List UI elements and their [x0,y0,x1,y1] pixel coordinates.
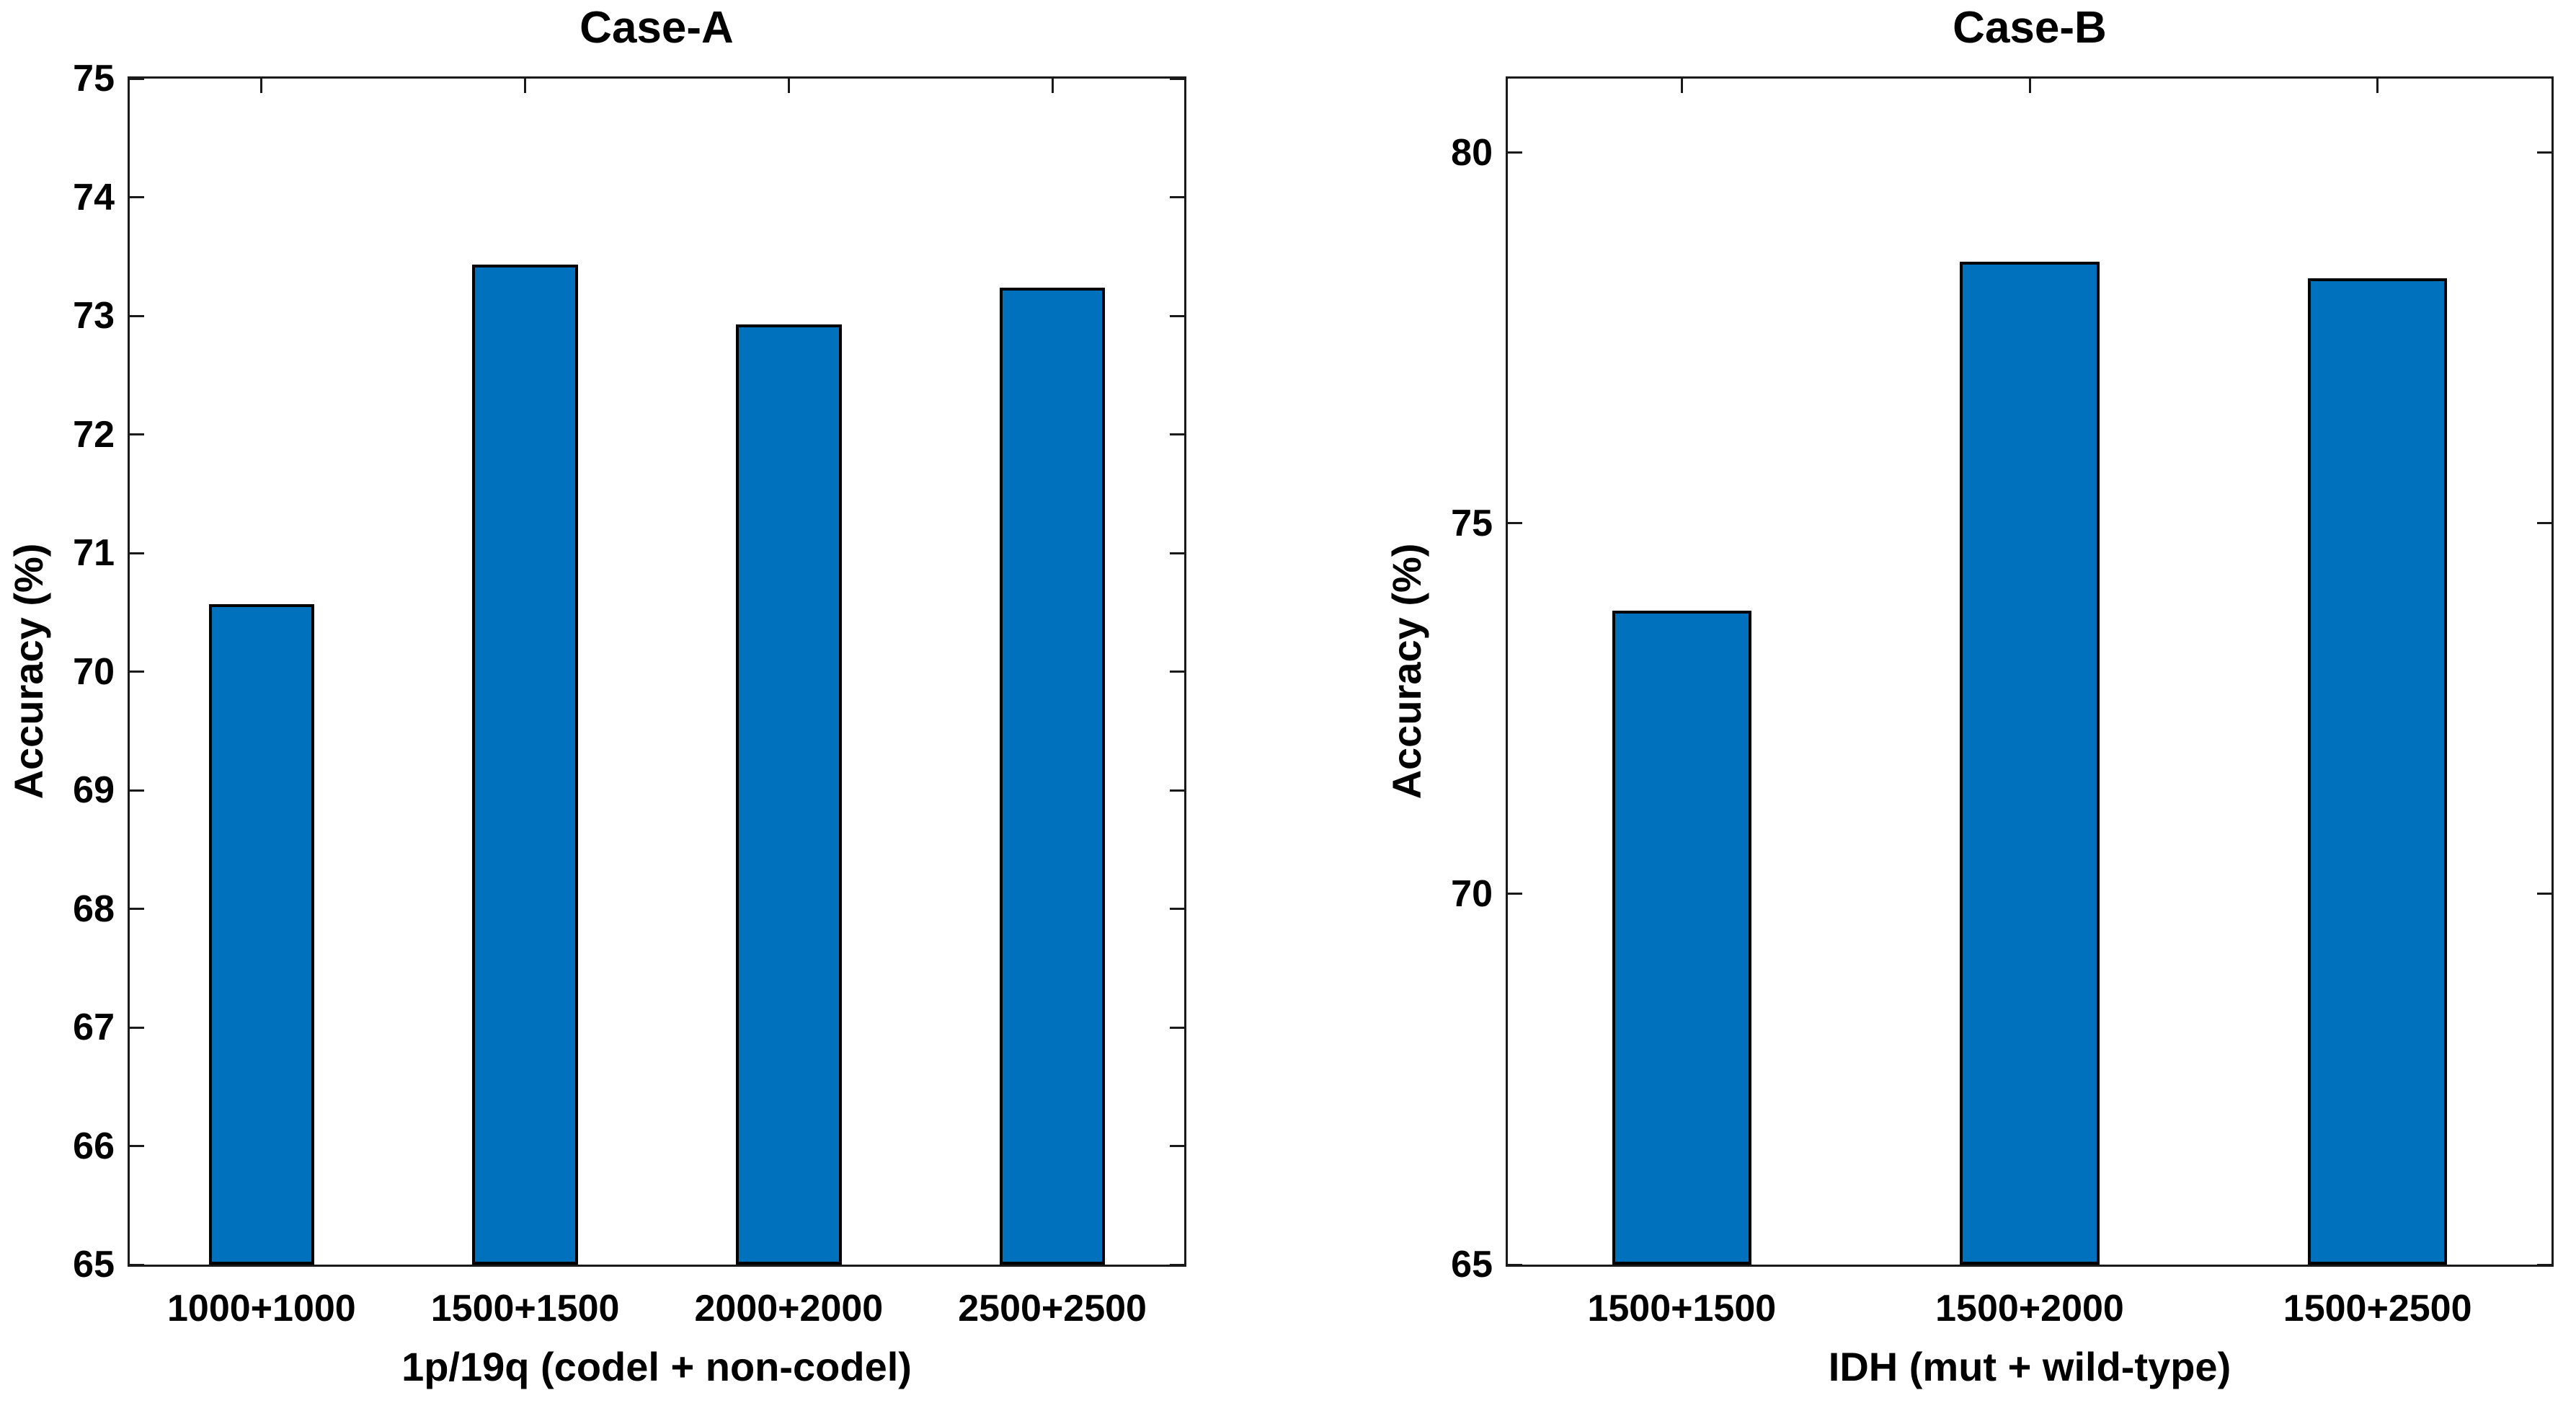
x-tick-mark-top [1680,79,1683,93]
y-tick-label: 70 [73,650,115,693]
y-tick-mark-right [2537,522,2551,525]
y-tick-mark-left [1508,1263,1522,1266]
x-tick-label: 2000+2000 [694,1288,884,1329]
y-tick-mark-left [130,433,144,435]
y-tick-label: 69 [73,769,115,811]
chart-title-case-a: Case-A [579,3,734,53]
y-tick-mark-left [1508,151,1522,154]
y-tick-mark-left [130,552,144,554]
y-tick-mark-right [1170,789,1184,792]
y-tick-mark-left [130,1263,144,1266]
y-tick-label: 75 [73,58,115,99]
y-tick-mark-right [1170,433,1184,435]
y-tick-mark-right [1170,1026,1184,1029]
y-tick-mark-right [1170,552,1184,554]
y-tick-label: 65 [73,1244,115,1286]
chart-title-case-b: Case-B [1953,3,2107,53]
x-tick-mark-top [1051,79,1054,93]
y-tick-mark-left [130,196,144,198]
y-tick-mark-right [1170,1145,1184,1147]
y-tick-label: 71 [73,532,115,574]
x-tick-mark-top [787,79,790,93]
y-tick-mark-left [130,1026,144,1029]
y-tick-label: 75 [1451,502,1493,544]
x-tick-mark-top [2028,79,2031,93]
bar-1500+1500 [1612,611,1751,1265]
x-tick-mark-top [260,79,263,93]
bar-1500+2000 [1960,261,2100,1265]
y-tick-label: 73 [73,295,115,337]
x-tick-label: 1500+1500 [1587,1288,1777,1329]
y-tick-mark-right [1170,671,1184,673]
y-tick-mark-right [1170,77,1184,80]
y-tick-mark-right [1170,1263,1184,1266]
y-tick-label: 67 [73,1006,115,1048]
y-axis-label-case-b: Accuracy (%) [1384,543,1429,800]
y-tick-label: 70 [1451,872,1493,915]
x-axis-label-case-b: IDH (mut + wild-type) [1828,1344,2231,1389]
bar-2500+2500 [999,287,1106,1265]
y-tick-mark-left [130,77,144,80]
x-tick-label: 1500+1500 [430,1288,620,1329]
y-tick-mark-left [130,789,144,792]
y-tick-label: 65 [1451,1244,1493,1286]
y-tick-mark-right [1170,196,1184,198]
y-tick-label: 66 [73,1125,115,1167]
y-tick-label: 80 [1451,131,1493,174]
x-tick-label: 1500+2000 [1935,1288,2124,1329]
x-axis-label-case-a: 1p/19q (codel + non-codel) [401,1344,912,1389]
y-tick-mark-right [2537,893,2551,895]
bar-1500+1500 [472,265,578,1265]
x-tick-label: 1000+1000 [167,1288,356,1329]
y-tick-mark-left [130,1145,144,1147]
x-tick-label: 1500+2500 [2283,1288,2472,1329]
bar-1500+2500 [2308,278,2448,1265]
y-tick-mark-left [130,671,144,673]
x-tick-label: 2500+2500 [958,1288,1147,1329]
bar-2000+2000 [736,324,842,1265]
y-tick-mark-left [130,908,144,910]
y-tick-mark-left [1508,893,1522,895]
y-tick-label: 72 [73,413,115,456]
x-tick-mark-top [524,79,527,93]
y-tick-mark-left [1508,522,1522,525]
y-tick-label: 74 [73,176,115,218]
y-tick-mark-right [1170,314,1184,317]
bar-1000+1000 [208,603,315,1265]
y-tick-label: 68 [73,888,115,930]
x-tick-mark-top [2376,79,2379,93]
y-tick-mark-right [2537,151,2551,154]
y-tick-mark-left [130,314,144,317]
y-tick-mark-right [2537,1263,2551,1266]
y-tick-mark-right [1170,908,1184,910]
